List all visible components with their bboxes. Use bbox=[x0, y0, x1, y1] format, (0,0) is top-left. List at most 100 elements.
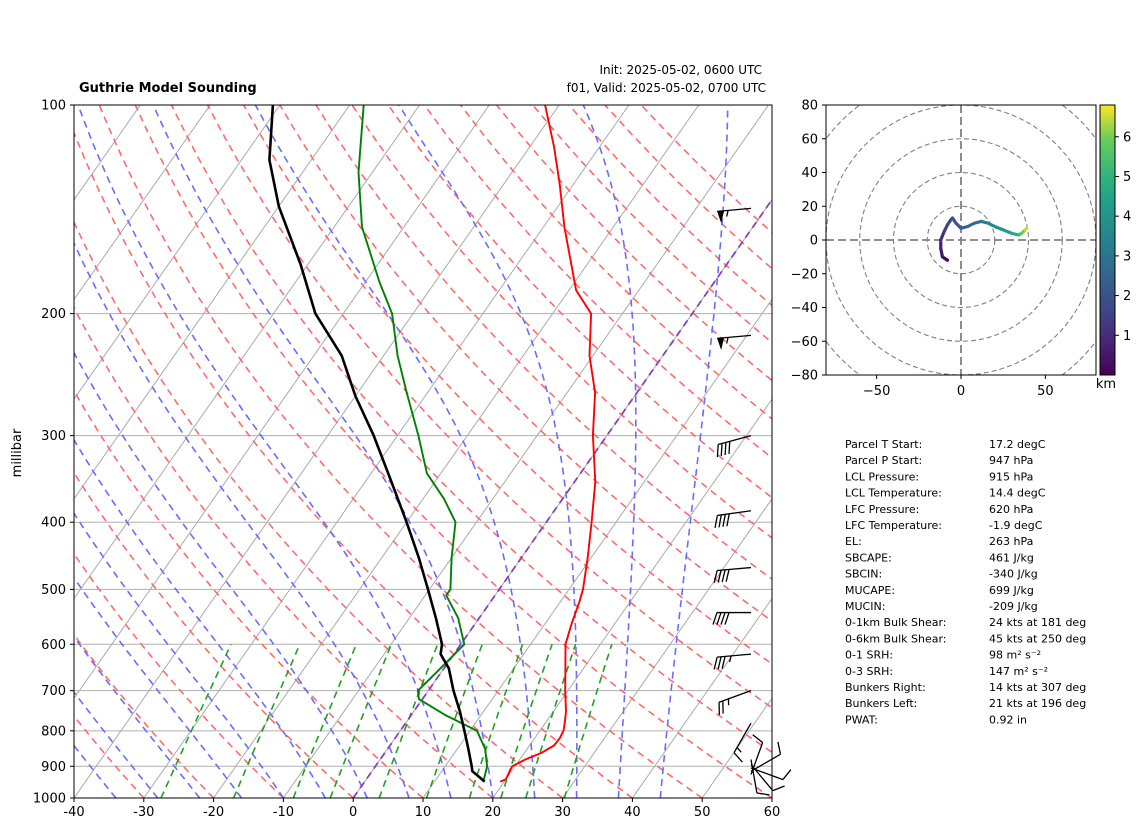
hodo-y-tick-label: 40 bbox=[801, 166, 818, 181]
index-label: SBCAPE: bbox=[845, 551, 892, 564]
isotherm-line bbox=[74, 105, 560, 798]
index-label: LCL Pressure: bbox=[845, 470, 919, 483]
valid-time: f01, Valid: 2025-05-02, 0700 UTC bbox=[567, 81, 766, 95]
y-tick-label: 600 bbox=[41, 638, 66, 653]
hodo-y-tick-label: −40 bbox=[791, 301, 818, 316]
isotherm-line bbox=[74, 105, 420, 600]
moist-adiabat bbox=[74, 635, 201, 798]
temperature-profile bbox=[499, 105, 597, 783]
x-tick-label: -10 bbox=[273, 805, 294, 820]
x-tick-label: -30 bbox=[133, 805, 154, 820]
wind-barb bbox=[717, 207, 752, 224]
colorbar-tick-label: 3 bbox=[1123, 249, 1131, 264]
index-value: 461 J/kg bbox=[989, 551, 1034, 564]
moist-adiabat bbox=[398, 105, 578, 798]
hodo-y-tick-label: −20 bbox=[791, 267, 818, 282]
index-value: 98 m² s⁻² bbox=[989, 649, 1041, 662]
isotherm-line bbox=[282, 105, 769, 798]
index-label: Bunkers Left: bbox=[845, 697, 917, 710]
skewt-background bbox=[74, 105, 772, 798]
moist-adiabat bbox=[74, 438, 326, 798]
wind-barb bbox=[733, 722, 752, 763]
x-tick-label: 60 bbox=[764, 805, 781, 820]
index-label: LFC Temperature: bbox=[845, 519, 942, 532]
x-tick-label: 40 bbox=[624, 805, 641, 820]
index-value: 263 hPa bbox=[989, 535, 1033, 548]
index-value: 947 hPa bbox=[989, 454, 1033, 467]
wind-barb bbox=[717, 334, 752, 351]
index-value: 24 kts at 181 deg bbox=[989, 616, 1086, 629]
chart-title: Guthrie Model Sounding bbox=[79, 81, 257, 96]
index-label: LCL Temperature: bbox=[845, 487, 942, 500]
dry-adiabat bbox=[387, 105, 772, 499]
isotherm-line bbox=[74, 105, 281, 401]
index-value: 0.92 in bbox=[989, 713, 1027, 726]
y-tick-label: 400 bbox=[41, 516, 66, 531]
init-time: Init: 2025-05-02, 0600 UTC bbox=[599, 63, 762, 77]
skewt-profiles bbox=[268, 105, 597, 783]
hodograph-axis-ticks: −50 0 50 80 60 40 20 0 −20 −40 −60 −80 bbox=[791, 99, 1054, 400]
moist-adiabat bbox=[74, 690, 159, 798]
skewt-panel: -40 -30 -20 -10 0 10 20 30 40 50 60 1000 900 800 700 60… bbox=[10, 99, 792, 820]
dry-adiabat bbox=[74, 220, 564, 798]
dry-adiabat bbox=[459, 105, 772, 420]
mixing-ratio-line bbox=[160, 643, 232, 798]
index-value: 21 kts at 196 deg bbox=[989, 697, 1086, 710]
isotherm-line bbox=[562, 497, 772, 798]
x-tick-label: 10 bbox=[415, 805, 432, 820]
isotherm-line bbox=[74, 105, 211, 301]
y-tick-label: 700 bbox=[41, 684, 66, 699]
index-value: -209 J/kg bbox=[989, 600, 1038, 613]
wind-barb bbox=[750, 767, 792, 781]
mixing-ratio-line bbox=[232, 643, 301, 798]
moist-adiabat bbox=[582, 105, 637, 798]
index-value: -340 J/kg bbox=[989, 568, 1038, 581]
index-value: 620 hPa bbox=[989, 503, 1033, 516]
moist-adiabat bbox=[74, 744, 117, 798]
wind-barb bbox=[718, 690, 752, 715]
dry-adiabat bbox=[170, 105, 772, 754]
index-value: 45 kts at 250 deg bbox=[989, 632, 1086, 645]
hodograph-ring bbox=[859, 138, 1063, 342]
hodograph-rings bbox=[826, 105, 1096, 375]
wind-barb bbox=[713, 653, 752, 670]
y-tick-label: 100 bbox=[41, 99, 66, 114]
index-value: 17.2 degC bbox=[989, 438, 1046, 451]
isotherm-line bbox=[143, 105, 630, 798]
x-tick-label: 30 bbox=[554, 805, 571, 820]
colorbar-label: km bbox=[1096, 377, 1116, 392]
hodo-y-tick-label: 60 bbox=[801, 132, 818, 147]
index-label: 0-1 SRH: bbox=[845, 649, 893, 662]
wind-barb bbox=[714, 510, 752, 529]
hodo-y-tick-label: −80 bbox=[791, 369, 818, 384]
y-tick-label: 300 bbox=[41, 429, 66, 444]
index-label: 0-6km Bulk Shear: bbox=[845, 632, 947, 645]
x-tick-label: 20 bbox=[485, 805, 502, 820]
wind-barbs bbox=[712, 207, 792, 796]
dry-adiabat bbox=[74, 714, 145, 798]
hodo-x-tick-label: 50 bbox=[1037, 384, 1054, 399]
moist-adiabat bbox=[74, 241, 410, 798]
indices-table: Parcel T Start: 17.2 degC Parcel P Start: 9… bbox=[845, 438, 1086, 726]
index-label: Bunkers Right: bbox=[845, 681, 926, 694]
y-tick-label: 500 bbox=[41, 583, 66, 598]
isotherm-line bbox=[631, 597, 772, 798]
y-tick-label: 800 bbox=[41, 724, 66, 739]
y-axis-label: millibar bbox=[10, 428, 25, 477]
dry-adiabat bbox=[279, 105, 772, 623]
colorbar-tick-label: 1 bbox=[1123, 329, 1131, 344]
colorbar-ticks: 1 2 3 4 5 6 bbox=[1115, 130, 1131, 344]
index-label: Parcel T Start: bbox=[845, 438, 922, 451]
index-label: LFC Pressure: bbox=[845, 503, 919, 516]
dry-adiabat bbox=[74, 306, 494, 798]
index-label: 0-1km Bulk Shear: bbox=[845, 616, 947, 629]
wind-barb bbox=[712, 611, 751, 625]
skewt-background-lines bbox=[74, 105, 772, 798]
index-value: 915 hPa bbox=[989, 470, 1033, 483]
index-value: -1.9 degC bbox=[989, 519, 1043, 532]
index-value: 14 kts at 307 deg bbox=[989, 681, 1086, 694]
moist-adiabat bbox=[74, 351, 368, 798]
dry-adiabat bbox=[98, 105, 703, 798]
moist-adiabat bbox=[659, 105, 729, 798]
